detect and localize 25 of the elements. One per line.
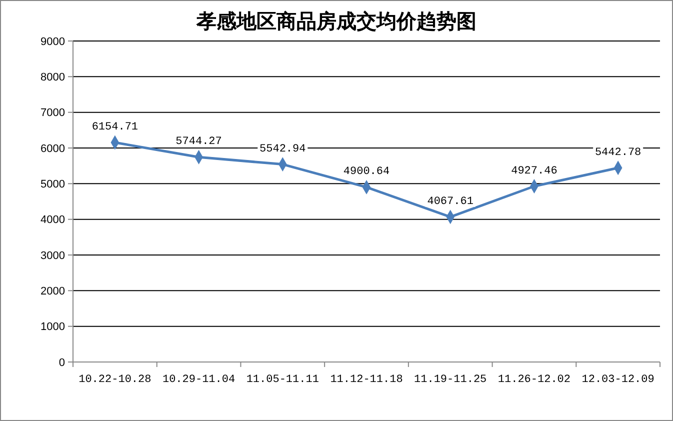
y-tick-label: 8000 [40, 72, 65, 84]
y-tick-label: 9000 [40, 36, 65, 48]
y-tick-label: 3000 [40, 250, 65, 262]
x-tick-label: 10.29-11.04 [162, 374, 236, 386]
x-tick-label: 11.19-11.25 [414, 374, 487, 386]
y-tick-label: 6000 [40, 142, 65, 155]
x-tick-label: 11.12-11.18 [330, 374, 403, 386]
y-tick-label: 1000 [40, 321, 65, 334]
data-label: 4067.61 [427, 196, 474, 208]
y-tick-label: 4000 [40, 214, 65, 226]
y-tick-label: 5000 [40, 178, 65, 191]
data-label: 6154.71 [92, 121, 138, 134]
x-tick-label: 11.26-12.02 [498, 374, 571, 386]
data-label: 4927.46 [511, 165, 558, 178]
data-label: 4900.64 [343, 166, 390, 178]
x-tick-label: 12.03-12.09 [582, 374, 654, 386]
y-tick-label: 0 [58, 356, 65, 369]
y-tick-label: 2000 [40, 286, 65, 298]
data-label: 5442.78 [594, 146, 642, 159]
y-tick-label: 7000 [40, 107, 65, 120]
data-label: 5744.27 [176, 136, 222, 148]
data-label: 5542.94 [260, 143, 306, 156]
x-tick-label: 10.22-10.28 [78, 374, 152, 386]
chart-title: 孝感地区商品房成交均价趋势图 [196, 10, 476, 33]
x-tick-label: 11.05-11.11 [246, 374, 320, 386]
